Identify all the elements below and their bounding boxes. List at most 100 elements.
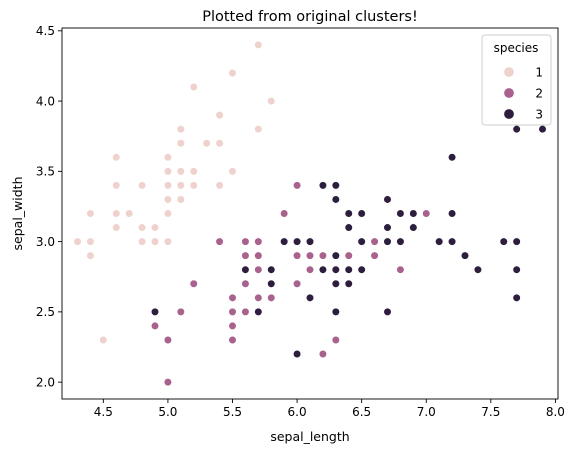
x-tick-label: 5.0: [158, 405, 177, 419]
data-point: [331, 195, 340, 204]
data-point: [292, 237, 302, 246]
x-tick-label: 5.5: [223, 405, 242, 419]
plot-area: [61, 27, 559, 400]
data-point: [512, 125, 521, 134]
legend-label: 2: [535, 86, 543, 100]
data-point: [228, 321, 237, 331]
data-point: [383, 307, 392, 316]
data-point: [512, 265, 521, 274]
data-point: [280, 237, 289, 246]
data-point: [254, 265, 263, 274]
data-point: [215, 237, 224, 246]
data-point: [292, 349, 302, 359]
data-point: [228, 293, 237, 302]
data-point: [150, 223, 160, 232]
y-tick-label: 3.5: [36, 165, 55, 179]
x-tick-label: 7.0: [417, 405, 436, 419]
legend-title: species: [494, 41, 539, 55]
legend-item-3: 3: [503, 107, 543, 121]
data-point: [383, 195, 392, 204]
data-point: [305, 265, 315, 274]
legend-label: 1: [535, 65, 543, 79]
data-point: [383, 223, 392, 232]
data-point: [125, 209, 134, 218]
y-tick-label: 2.5: [36, 305, 55, 319]
x-tick-label: 4.5: [94, 405, 113, 419]
data-point: [163, 153, 173, 162]
data-point: [318, 251, 328, 260]
data-point: [305, 237, 315, 246]
data-point: [280, 209, 289, 218]
y-axis-label: sepal_width: [10, 177, 25, 251]
data-point: [331, 279, 340, 288]
data-point: [305, 293, 315, 302]
data-point: [189, 82, 198, 92]
points-layer: [73, 40, 547, 387]
data-point: [163, 195, 173, 204]
data-point: [176, 307, 185, 316]
data-point: [331, 251, 340, 260]
x-axis-label: sepal_length: [270, 429, 349, 444]
data-point: [137, 223, 147, 232]
series-3: [150, 125, 547, 359]
legend-item-1: 1: [503, 65, 543, 79]
data-point: [305, 251, 315, 260]
data-point: [189, 181, 198, 190]
data-point: [228, 68, 237, 78]
data-point: [176, 167, 185, 176]
x-axis: 4.5 5.0 5.5 6.0 6.5 7.0 7.5 8.0: [94, 399, 565, 419]
data-point: [409, 223, 418, 232]
data-point: [447, 237, 457, 246]
data-point: [267, 279, 276, 288]
data-point: [344, 279, 353, 288]
y-tick-label: 4.0: [36, 94, 55, 108]
data-point: [396, 237, 405, 246]
data-point: [150, 237, 160, 246]
legend-marker: [503, 87, 515, 99]
legend-label: 3: [535, 107, 543, 121]
data-point: [538, 125, 547, 134]
data-point: [396, 265, 405, 274]
legend-marker: [503, 66, 515, 78]
data-point: [331, 265, 340, 274]
data-point: [163, 378, 173, 387]
data-point: [215, 139, 224, 148]
data-point: [163, 181, 173, 190]
data-point: [150, 321, 160, 331]
data-point: [163, 335, 173, 345]
series-1: [73, 40, 276, 345]
data-point: [163, 237, 173, 246]
data-point: [254, 237, 263, 246]
data-point: [254, 293, 263, 302]
data-point: [176, 139, 185, 148]
data-point: [254, 307, 263, 316]
data-point: [241, 251, 250, 260]
data-point: [176, 125, 185, 134]
data-point: [267, 293, 276, 302]
chart-title: Plotted from original clusters!: [202, 9, 418, 25]
data-point: [189, 167, 198, 176]
data-point: [241, 279, 250, 288]
data-point: [267, 265, 276, 274]
data-point: [435, 237, 444, 246]
data-point: [189, 279, 198, 288]
data-point: [318, 181, 328, 190]
data-point: [357, 237, 366, 246]
data-point: [99, 335, 108, 345]
x-tick-label: 7.5: [481, 405, 500, 419]
data-point: [241, 307, 250, 316]
x-tick-label: 6.0: [288, 405, 307, 419]
data-point: [86, 209, 95, 218]
data-point: [512, 237, 521, 246]
legend-marker: [503, 108, 515, 120]
data-point: [331, 307, 340, 316]
data-point: [267, 96, 276, 106]
data-point: [357, 209, 366, 218]
data-point: [241, 237, 250, 246]
data-point: [460, 251, 470, 260]
data-point: [176, 195, 185, 204]
data-point: [409, 209, 418, 218]
data-point: [370, 237, 379, 246]
data-point: [202, 139, 211, 148]
data-point: [396, 209, 405, 218]
